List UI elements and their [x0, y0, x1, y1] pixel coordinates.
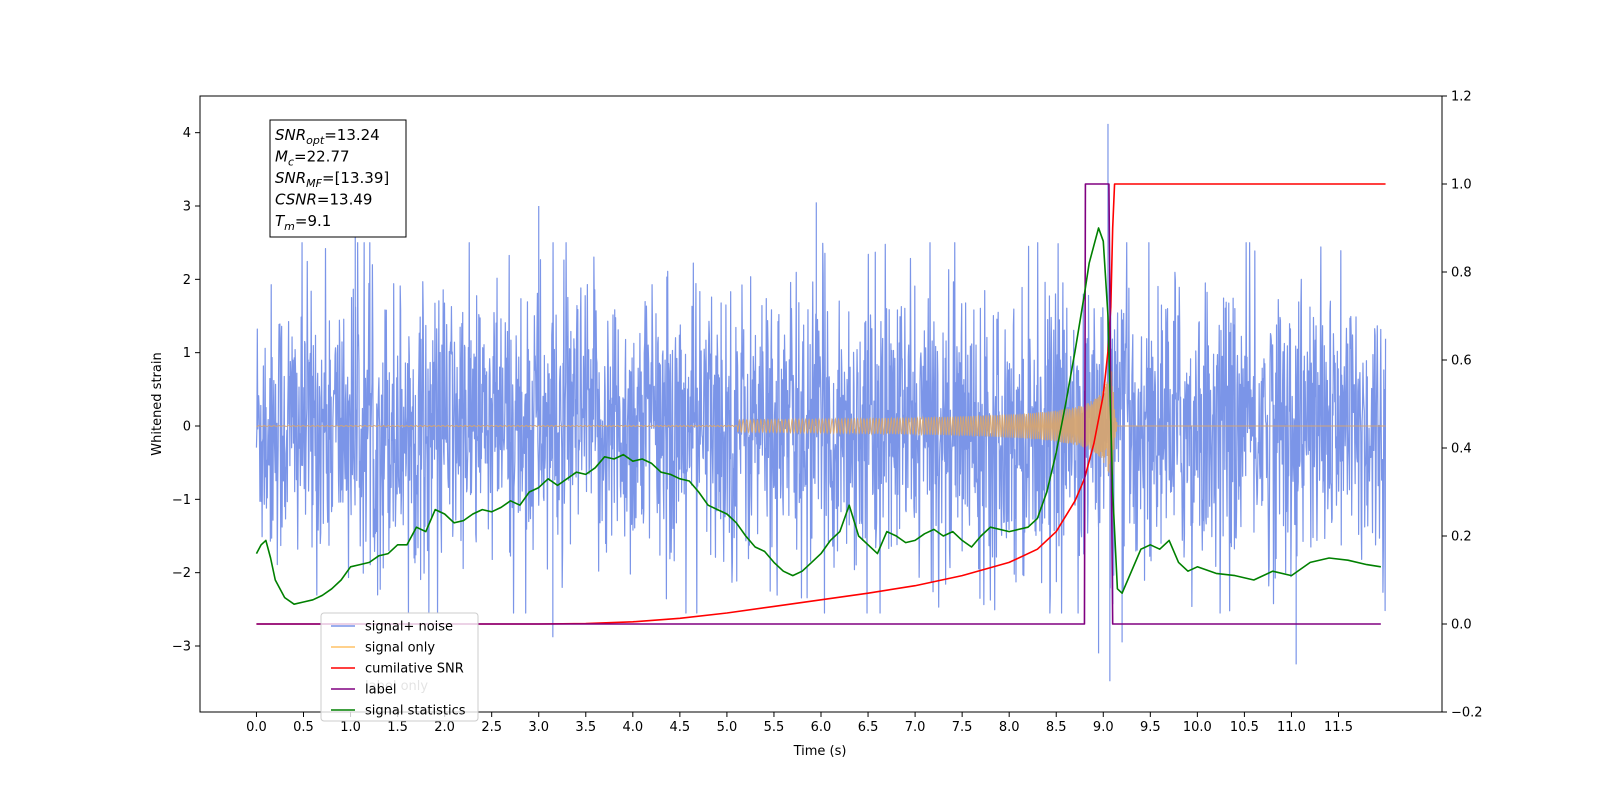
- y-left-tick-label: −2: [172, 566, 191, 581]
- y-right-tick-label: 0.0: [1451, 618, 1472, 633]
- y-right-tick-label: 1.0: [1451, 178, 1472, 193]
- x-tick-label: 5.0: [717, 720, 738, 735]
- series-label: [256, 183, 1381, 625]
- y-right-tick-label: 0.8: [1451, 266, 1472, 281]
- x-tick-label: 9.5: [1140, 720, 1161, 735]
- y-axis-left: −3 −2 −1 0 1 2 3 4: [172, 126, 200, 655]
- y-right-tick-label: 1.2: [1451, 90, 1472, 105]
- x-tick-label: 9.0: [1093, 720, 1114, 735]
- annotation-frame: [269, 119, 407, 238]
- x-tick-label: 0.5: [293, 720, 314, 735]
- x-tick-label: 8.5: [1046, 720, 1067, 735]
- y-left-tick-label: −1: [172, 493, 191, 508]
- x-tick-label: 6.5: [858, 720, 879, 735]
- annotation-line: SNRMF=[13.39]: [275, 169, 389, 190]
- series-signal-noise: [255, 123, 1387, 682]
- x-tick-label: 0.0: [246, 720, 267, 735]
- x-tick-label: 7.0: [905, 720, 926, 735]
- x-tick-label: 1.0: [340, 720, 361, 735]
- y-left-tick-label: −3: [172, 640, 191, 655]
- x-tick-label: 2.5: [481, 720, 502, 735]
- legend-label: cumilative SNR: [365, 662, 464, 677]
- legend-label: signal only: [365, 641, 435, 656]
- annotation-line: SNRopt=13.24: [275, 126, 380, 147]
- stats-annotation-box: SNRopt=13.24Mc=22.77SNRMF=[13.39]CSNR=13…: [269, 119, 407, 238]
- x-tick-label: 6.0: [811, 720, 832, 735]
- x-tick-label: 1.5: [387, 720, 408, 735]
- y-right-tick-label: 0.2: [1451, 530, 1472, 545]
- x-tick-label: 10.0: [1183, 720, 1212, 735]
- x-axis: 0.0 0.5 1.0 1.5 2.0 2.5 3.0 3.5 4.0 4.5 5.0 5.5 6.0 6…: [246, 712, 1353, 735]
- x-tick-label: 8.0: [999, 720, 1020, 735]
- legend-box: [320, 612, 479, 722]
- y-left-tick-label: 1: [183, 346, 191, 361]
- annotation-line: Tm=9.1: [275, 212, 331, 233]
- x-tick-label: 3.5: [575, 720, 596, 735]
- y-right-tick-label: 0.4: [1451, 442, 1472, 457]
- y-left-tick-label: 2: [183, 273, 191, 288]
- series-signal-only: [256, 371, 1386, 481]
- x-tick-label: 11.0: [1277, 720, 1306, 735]
- y-axis-label: Whitened strain: [150, 352, 165, 455]
- y-left-tick-label: 4: [183, 126, 191, 141]
- x-tick-label: 7.5: [952, 720, 973, 735]
- x-tick-label: 2.0: [434, 720, 455, 735]
- x-tick-label: 11.5: [1324, 720, 1353, 735]
- x-tick-label: 4.0: [622, 720, 643, 735]
- legend-label: signal statistics: [365, 704, 466, 719]
- x-tick-label: 10.5: [1230, 720, 1259, 735]
- x-axis-label: Time (s): [793, 744, 847, 759]
- y-right-tick-label: 0.6: [1451, 354, 1472, 369]
- legend-label: label: [365, 683, 396, 698]
- y-axis-right: −0.2 0.0 0.2 0.4 0.6 0.8 1.0 1.2: [1442, 90, 1483, 721]
- y-left-tick-label: 3: [183, 200, 191, 215]
- x-tick-label: 3.0: [528, 720, 549, 735]
- y-right-tick-label: −0.2: [1451, 706, 1483, 721]
- x-tick-label: 5.5: [764, 720, 785, 735]
- annotation-line: Mc=22.77: [275, 148, 350, 169]
- x-tick-label: 4.5: [670, 720, 691, 735]
- legend-label: signal+ noise: [365, 620, 453, 635]
- y-left-tick-label: 0: [183, 420, 191, 435]
- series-signal-statistics: [255, 227, 1381, 605]
- annotation-line: CSNR=13.49: [275, 191, 372, 209]
